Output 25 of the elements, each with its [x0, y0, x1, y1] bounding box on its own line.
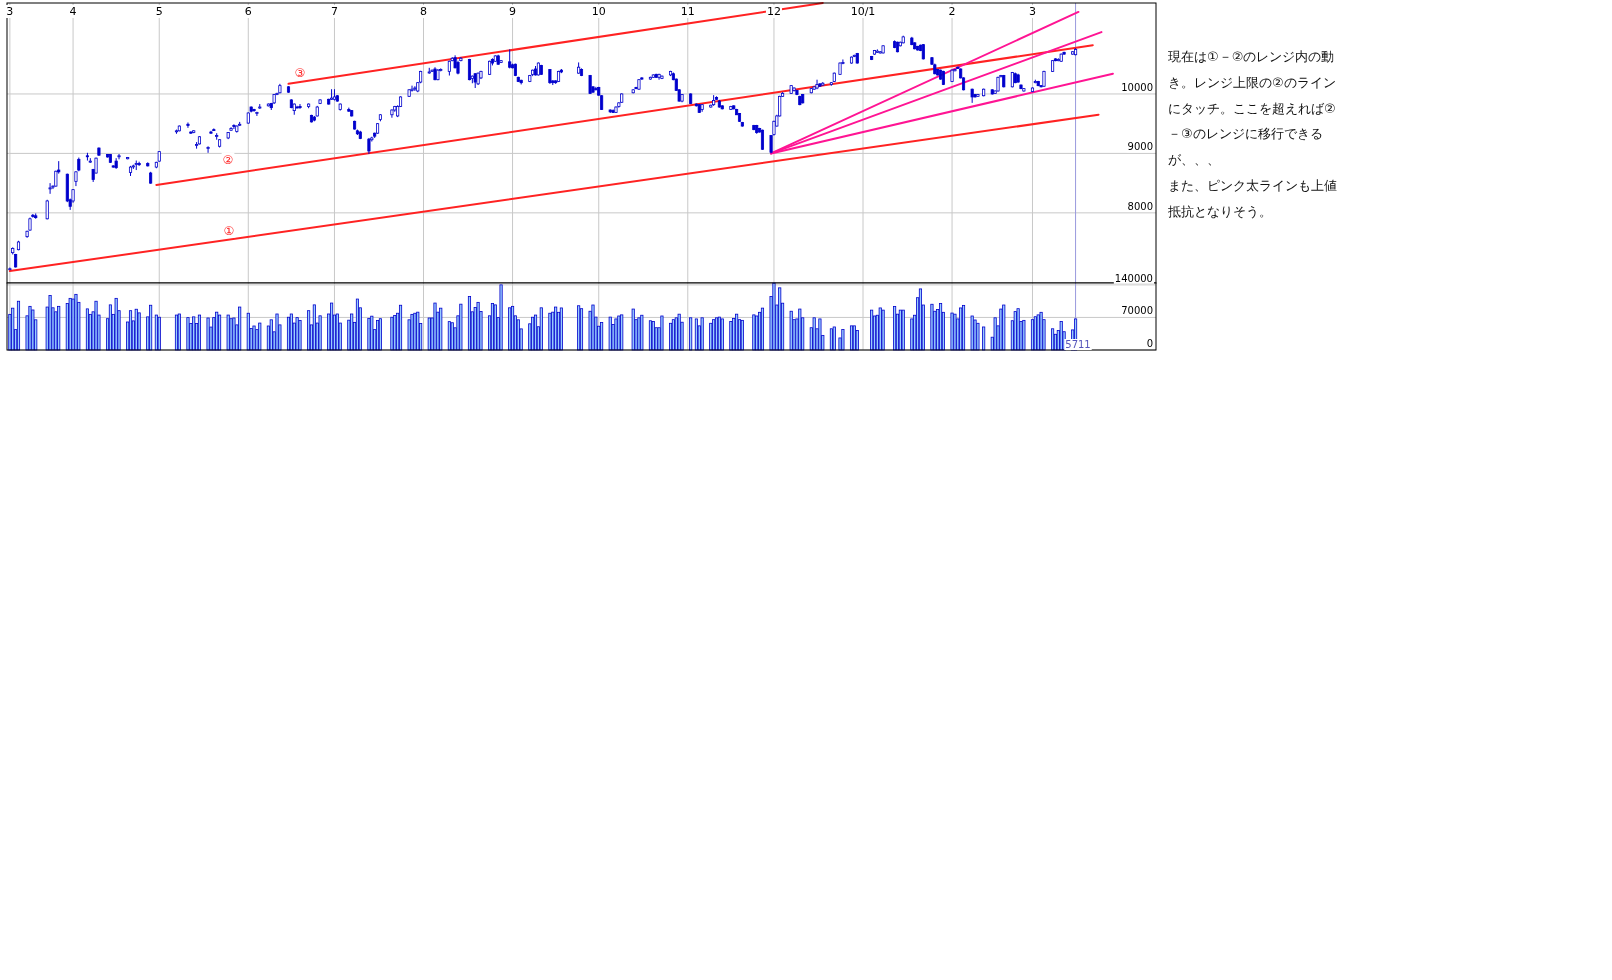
x-tick-label: 5: [155, 5, 163, 18]
x-tick-label: 3: [1028, 5, 1036, 18]
annotation: 5711: [1065, 339, 1091, 350]
x-tick-label: 10/1: [850, 5, 876, 18]
x-tick-label: 11: [680, 5, 695, 18]
y-tick-label: 9000: [1127, 141, 1153, 153]
text: 現在は①－②のレンジ内の動き。レンジ上限の②のラインにタッチ。ここを超えれば②－③のレンジに移行できるが、、、: [1168, 48, 1337, 170]
x-tick-label: 9: [509, 5, 517, 18]
x-tick-label: 3: [6, 5, 14, 18]
x-tick-label: 2: [948, 5, 956, 18]
y-tick-label: 8000: [1127, 200, 1153, 212]
text: また、ピンク太ラインも上値抵抗となりそう。: [1168, 177, 1338, 221]
annotation: ③: [294, 65, 306, 80]
y-tick-label: 140000: [1114, 272, 1153, 284]
x-tick-label: 8: [420, 5, 428, 18]
x-tick-label: 10: [591, 5, 606, 18]
x-tick-label: 4: [69, 5, 77, 18]
y-tick-label: 70000: [1121, 305, 1153, 317]
annotation: ①: [223, 223, 235, 238]
y-tick-label: 0: [1146, 338, 1153, 349]
y-tick-label: 10000: [1121, 81, 1153, 93]
annotation: ②: [222, 152, 234, 167]
x-tick-label: 7: [330, 5, 338, 18]
x-tick-label: 12: [766, 5, 781, 18]
x-tick-label: 6: [244, 5, 252, 18]
